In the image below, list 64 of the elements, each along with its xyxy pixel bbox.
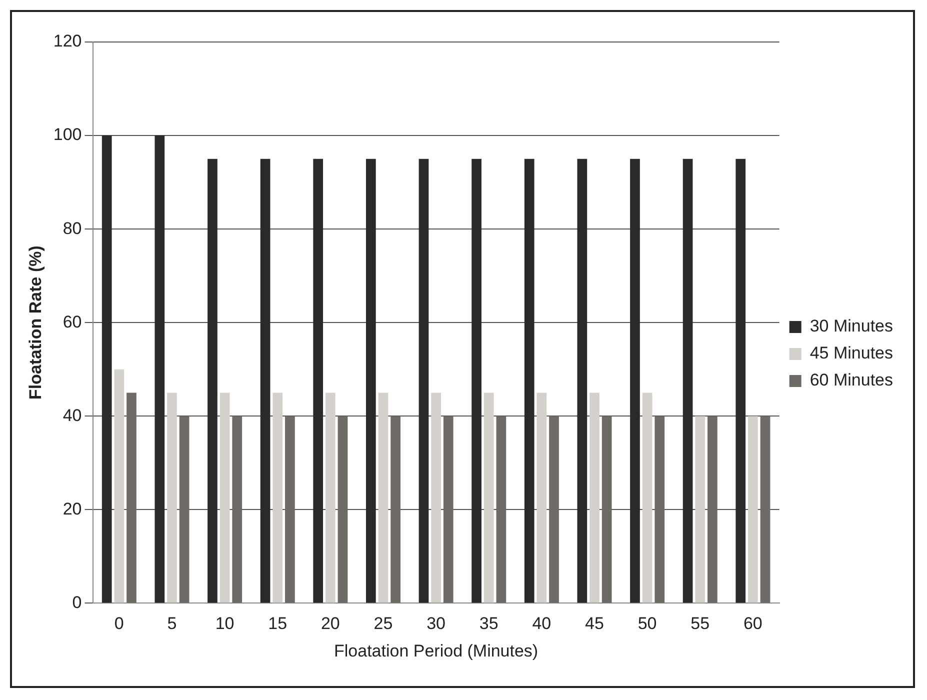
bar xyxy=(536,392,547,603)
bar xyxy=(682,158,693,603)
bar xyxy=(378,392,388,603)
x-tick-label: 40 xyxy=(532,614,552,634)
bar xyxy=(154,136,165,603)
y-tick-label: 120 xyxy=(53,32,82,51)
x-tick-label: 0 xyxy=(114,614,124,634)
bar xyxy=(496,416,506,603)
bar xyxy=(114,369,124,603)
x-tick-label: 25 xyxy=(374,614,393,634)
y-tick-label: 80 xyxy=(62,218,82,238)
y-axis-title: Floatation Rate (%) xyxy=(26,246,45,400)
bar xyxy=(472,158,482,603)
x-tick-label: 30 xyxy=(426,614,446,634)
bar xyxy=(654,416,665,603)
x-tick-label: 50 xyxy=(638,614,657,634)
x-tick-label: 55 xyxy=(690,614,710,634)
bar xyxy=(431,392,441,603)
bar xyxy=(602,416,612,603)
bar xyxy=(390,416,400,603)
bar xyxy=(179,416,190,603)
bar xyxy=(748,416,758,603)
bar xyxy=(272,392,283,603)
x-tick-label: 5 xyxy=(167,614,177,634)
y-tick-label: 100 xyxy=(53,125,82,144)
bar xyxy=(102,136,112,603)
bar xyxy=(260,158,270,603)
y-tick-label: 20 xyxy=(62,499,82,518)
bar xyxy=(366,158,376,603)
bar xyxy=(220,392,230,603)
x-tick-label: 10 xyxy=(215,614,234,634)
bar xyxy=(577,158,588,603)
x-tick-label: 15 xyxy=(268,614,288,634)
bar xyxy=(708,416,718,603)
bar xyxy=(484,392,494,603)
bar xyxy=(524,158,534,603)
bar xyxy=(695,416,706,603)
bar xyxy=(630,158,640,603)
x-tick-label: 60 xyxy=(743,614,762,634)
bar xyxy=(285,416,295,603)
bar xyxy=(126,392,136,603)
legend-label: 30 Minutes xyxy=(810,316,894,336)
legend-label: 45 Minutes xyxy=(810,344,894,363)
x-tick-label: 45 xyxy=(585,614,604,634)
y-tick-label: 40 xyxy=(62,406,82,425)
y-tick-label: 60 xyxy=(62,312,82,332)
legend-label: 60 Minutes xyxy=(810,370,894,390)
bar xyxy=(338,416,348,603)
x-axis-title: Floatation Period (Minutes) xyxy=(334,641,538,660)
bar xyxy=(443,416,454,603)
bar xyxy=(208,158,218,603)
y-tick-label: 0 xyxy=(72,592,82,612)
bar xyxy=(232,416,242,603)
bar xyxy=(313,158,324,603)
bar xyxy=(760,416,770,603)
x-tick-label: 35 xyxy=(479,614,498,634)
bar xyxy=(549,416,559,603)
bar xyxy=(736,158,746,603)
bar xyxy=(325,392,336,603)
x-tick-label: 20 xyxy=(320,614,340,634)
bar xyxy=(167,392,177,603)
bar xyxy=(418,158,429,603)
bar xyxy=(590,392,600,603)
bar xyxy=(642,392,652,603)
